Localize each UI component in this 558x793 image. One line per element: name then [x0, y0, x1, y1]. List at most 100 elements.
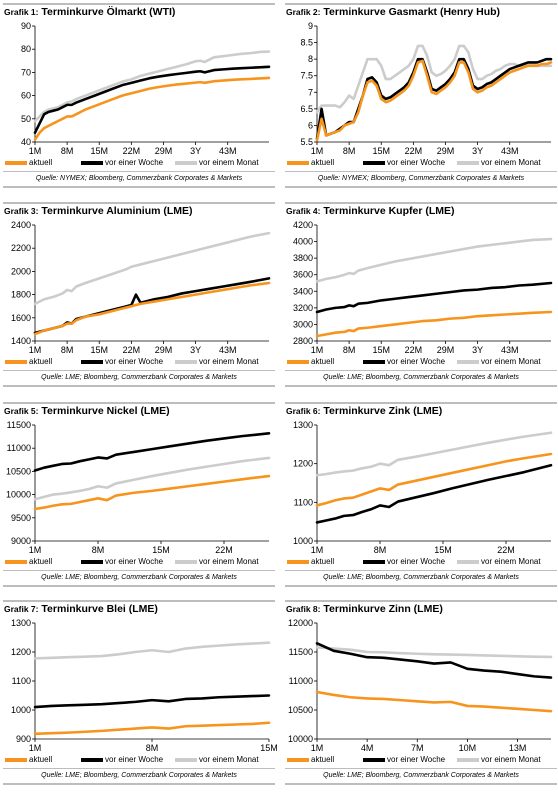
chart-panel: Grafik 3: Terminkurve Aluminium (LME) akt…: [3, 202, 275, 395]
x-tick-label: 10M: [459, 743, 477, 753]
y-tick-label: 9500: [11, 513, 31, 523]
y-tick-label: 1000: [11, 705, 31, 715]
y-tick-label: 70: [21, 67, 31, 77]
series-line-monat: [315, 431, 553, 477]
legend-item-aktuell: aktuell: [287, 755, 334, 764]
y-tick-label: 8: [308, 54, 313, 64]
x-tick-label: 8M: [92, 545, 105, 555]
y-tick-label: 60: [21, 91, 31, 101]
series-line-woche: [33, 432, 271, 472]
bottom-rule: [285, 385, 557, 387]
x-tick-label: 1M: [29, 743, 42, 753]
x-tick-label: 43M: [501, 345, 519, 355]
y-tick-label: 11500: [7, 420, 31, 430]
top-rule: [3, 202, 275, 204]
legend-label: vor einem Monat: [481, 158, 541, 167]
chart-title-text: Terminkurve Aluminium (LME): [41, 205, 193, 217]
x-tick-label: 15M: [152, 545, 170, 555]
legend-label: aktuell: [29, 158, 53, 167]
top-rule: [3, 600, 275, 602]
x-tick-label: 22M: [123, 146, 141, 156]
chart-plot: 40 50 60 70 80 90 1M 8M 15M 22M 29M 3Y 43M: [21, 21, 271, 156]
x-tick-label: 1M: [29, 345, 42, 355]
bottom-rule: [285, 171, 557, 172]
legend-item-aktuell: aktuell: [287, 158, 334, 167]
chart-title-text: Terminkurve Kupfer (LME): [323, 205, 455, 217]
legend-item-aktuell: aktuell: [5, 755, 52, 764]
series-line-monat: [315, 44, 553, 114]
legend-swatch: [175, 559, 197, 564]
x-tick-label: 29M: [155, 345, 173, 355]
chart-plot: 5.5 6 6.5 7 7.5 8 8.5 9 1M 8M 15M 22M 29M 3Y 43M: [300, 21, 553, 156]
x-tick-label: 1M: [311, 345, 324, 355]
chart-number: Grafik 3:: [4, 206, 39, 216]
legend-item-monat: vor einem Monat: [457, 557, 541, 566]
y-tick-label: 90: [21, 21, 31, 31]
series-line-aktuell: [315, 690, 553, 713]
source-note: Quelle: LME; Bloomberg, Commerzbank Corp…: [41, 574, 237, 581]
chart-number: Grafik 6:: [286, 406, 321, 416]
x-tick-label: 13M: [509, 743, 527, 753]
series-line-woche: [33, 65, 271, 135]
chart-number: Grafik 1:: [4, 7, 39, 17]
legend-label: vor einer Woche: [105, 357, 164, 366]
y-tick-label: 2400: [11, 220, 31, 230]
y-tick-label: 1300: [293, 420, 313, 430]
bottom-rule: [3, 585, 275, 587]
series-line-aktuell: [33, 474, 271, 511]
y-tick-label: 6: [308, 120, 313, 130]
chart-plot: 900 1000 1100 1200 1300 1M 8M 15M: [11, 618, 278, 753]
legend-item-woche: vor einer Woche: [81, 158, 163, 167]
y-tick-label: 7: [308, 87, 313, 97]
bottom-rule: [3, 186, 275, 188]
y-tick-label: 2000: [11, 266, 31, 276]
bottom-rule: [285, 768, 557, 769]
chart-title: Grafik 7: Terminkurve Blei (LME): [4, 603, 158, 615]
legend-label: vor einer Woche: [387, 755, 446, 764]
bottom-rule: [3, 385, 275, 387]
top-rule: [285, 3, 557, 5]
legend-item-woche: vor einer Woche: [81, 357, 163, 366]
legend-item-aktuell: aktuell: [5, 557, 52, 566]
source-note: Quelle: LME; Bloomberg, Commerzbank Corp…: [41, 374, 237, 381]
source-note: Quelle: LME; Bloomberg, Commerzbank Corp…: [323, 772, 519, 779]
legend-swatch: [5, 160, 27, 165]
y-tick-label: 1100: [294, 497, 313, 507]
chart-plot: 1000 1100 1200 1300 1M 8M 15M 22M: [293, 420, 553, 555]
y-tick-label: 4200: [293, 220, 313, 230]
legend-label: vor einem Monat: [199, 357, 259, 366]
chart-plot: 2800 3000 3200 3400 3600 3800 4000 4200 1M 8M 15M 2…: [293, 220, 553, 355]
series-line-monat: [33, 50, 271, 123]
y-tick-label: 80: [21, 44, 31, 54]
chart-title-text: Terminkurve Gasmarkt (Henry Hub): [323, 6, 501, 18]
chart-number: Grafik 2:: [286, 7, 321, 17]
legend-label: vor einer Woche: [105, 755, 164, 764]
series-line-woche: [315, 641, 553, 679]
legend-swatch: [457, 559, 479, 564]
y-tick-label: 9000: [11, 536, 31, 546]
chart-title: Grafik 2: Terminkurve Gasmarkt (Henry Hu…: [286, 6, 500, 18]
y-tick-label: 1200: [11, 647, 31, 657]
y-tick-label: 3200: [293, 303, 313, 313]
chart-title: Grafik 4: Terminkurve Kupfer (LME): [286, 205, 455, 217]
x-tick-label: 43M: [219, 146, 237, 156]
chart-title: Grafik 6: Terminkurve Zink (LME): [286, 405, 442, 417]
legend-swatch: [363, 160, 385, 165]
legend-swatch: [287, 359, 309, 364]
legend-label: aktuell: [29, 755, 53, 764]
legend-item-woche: vor einer Woche: [363, 357, 445, 366]
bottom-rule: [3, 768, 275, 769]
x-tick-label: 8M: [146, 743, 159, 753]
x-tick-label: 4M: [361, 743, 374, 753]
series-line-monat: [33, 231, 271, 306]
top-rule: [3, 3, 275, 5]
bottom-rule: [3, 783, 275, 785]
legend-swatch: [175, 359, 197, 364]
legend-swatch: [287, 757, 309, 762]
legend-swatch: [363, 757, 385, 762]
y-tick-label: 8.5: [300, 38, 313, 48]
x-tick-label: 15M: [90, 146, 108, 156]
legend-label: vor einer Woche: [105, 158, 164, 167]
x-tick-label: 3Y: [190, 345, 201, 355]
